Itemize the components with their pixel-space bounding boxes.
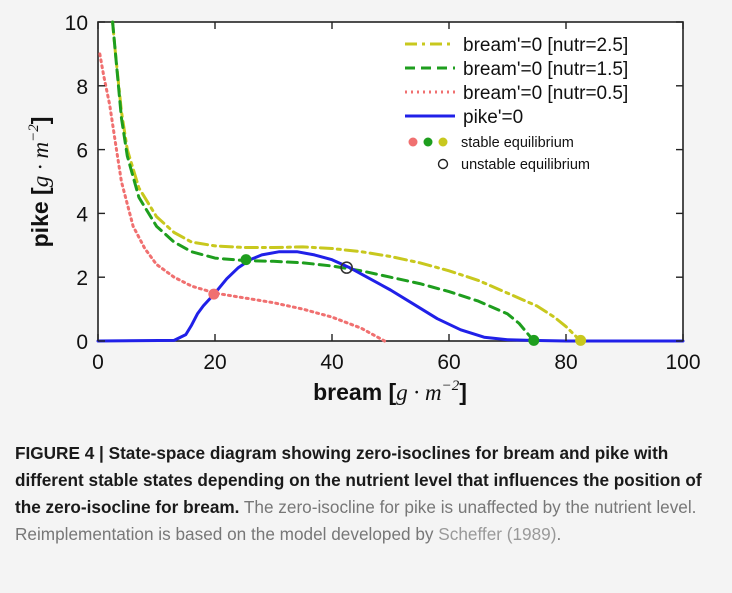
legend-label-0: bream'=0 [nutr=2.5] (463, 35, 628, 56)
legend-stable-label: stable equilibrium (461, 135, 574, 151)
stable-equilibrium-marker-1 (240, 254, 252, 266)
legend-stable-dot-1 (423, 137, 433, 147)
legend-label-2: bream'=0 [nutr=0.5] (463, 83, 628, 104)
legend: bream'=0 [nutr=2.5] bream'=0 [nutr=1.5] br… (405, 35, 628, 173)
legend-stable-dot-2 (438, 137, 448, 147)
x-axis-label: bream [g · m−2] (313, 378, 467, 405)
stable-equilibrium-marker-3 (528, 334, 540, 346)
chart-area: 0 20 40 60 80 100 0 2 4 6 8 10 bream [g · m−2] pike… (26, 12, 701, 405)
caption-reference-link[interactable]: Scheffer (1989) (438, 524, 557, 544)
y-tick-label-1: 2 (76, 267, 88, 290)
series-line-1 (111, 20, 536, 343)
y-tick-label-5: 10 (65, 12, 88, 35)
caption-end: . (556, 524, 562, 544)
x-tick-label-4: 80 (554, 351, 577, 374)
legend-label-1: bream'=0 [nutr=1.5] (463, 59, 628, 80)
marker-layer (208, 254, 587, 346)
figure-caption: FIGURE 4 | State-space diagram showing z… (15, 440, 717, 548)
series-layer (96, 20, 685, 343)
legend-unstable-label: unstable equilibrium (461, 157, 590, 173)
y-tick-label-3: 6 (76, 140, 88, 163)
y-axis-label: pike [g · m−2] (26, 117, 53, 248)
legend-label-3: pike'=0 (463, 107, 523, 128)
x-tick-label-2: 40 (320, 351, 343, 374)
series-line-2 (98, 52, 387, 343)
unstable-equilibrium-marker-2 (340, 261, 353, 274)
caption-body: The zero-isocline for pike is unaffected… (15, 497, 697, 544)
isocline-chart: 0 20 40 60 80 100 0 2 4 6 8 10 bream [g · m−2] pike… (26, 12, 701, 405)
x-tick-label-0: 0 (92, 351, 104, 374)
stable-equilibrium-marker-0 (208, 288, 220, 300)
x-tick-label-3: 60 (437, 351, 460, 374)
y-tick-label-4: 8 (76, 76, 88, 99)
y-tick-label-2: 4 (76, 203, 88, 226)
series-line-3 (96, 250, 685, 343)
y-tick-label-0: 0 (76, 331, 88, 354)
x-tick-label-1: 20 (203, 351, 226, 374)
legend-unstable-dot (437, 158, 449, 170)
series-line-0 (111, 20, 583, 343)
caption-title: FIGURE 4 | State-space diagram showing z… (15, 443, 702, 517)
x-tick-label-5: 100 (665, 351, 700, 374)
stable-equilibrium-marker-4 (575, 334, 587, 346)
tick-layer: 0 20 40 60 80 100 0 2 4 6 8 10 (65, 12, 701, 374)
legend-stable-dot-0 (408, 137, 418, 147)
